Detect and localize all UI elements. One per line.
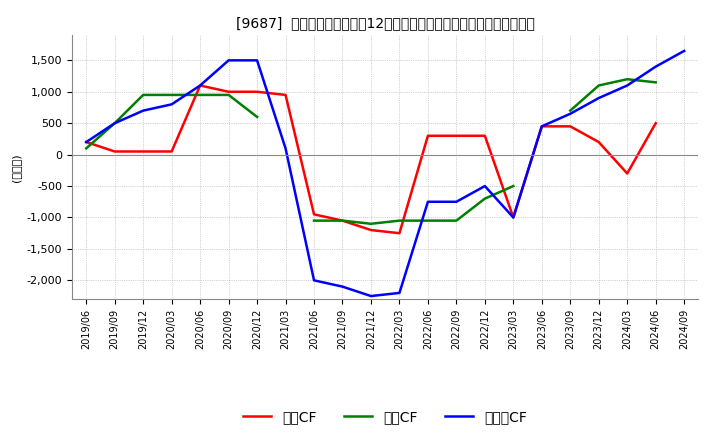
投資CF bbox=[595, 83, 603, 88]
フリーCF bbox=[110, 121, 119, 126]
投資CF bbox=[338, 218, 347, 223]
フリーCF bbox=[423, 199, 432, 205]
投資CF bbox=[253, 114, 261, 120]
フリーCF bbox=[253, 58, 261, 63]
投資CF bbox=[652, 80, 660, 85]
投資CF bbox=[167, 92, 176, 98]
フリーCF bbox=[680, 48, 688, 54]
営業CF bbox=[139, 149, 148, 154]
投資CF bbox=[623, 77, 631, 82]
投資CF bbox=[423, 218, 432, 223]
フリーCF bbox=[652, 64, 660, 69]
営業CF bbox=[537, 124, 546, 129]
投資CF bbox=[452, 218, 461, 223]
営業CF bbox=[595, 139, 603, 145]
営業CF bbox=[82, 139, 91, 145]
営業CF bbox=[366, 227, 375, 233]
フリーCF bbox=[480, 183, 489, 189]
フリーCF bbox=[225, 58, 233, 63]
Legend: 営業CF, 投資CF, フリーCF: 営業CF, 投資CF, フリーCF bbox=[238, 404, 533, 429]
投資CF bbox=[366, 221, 375, 227]
投資CF bbox=[566, 108, 575, 113]
Line: フリーCF: フリーCF bbox=[86, 51, 684, 296]
フリーCF bbox=[566, 111, 575, 117]
投資CF bbox=[82, 146, 91, 151]
Line: 投資CF: 投資CF bbox=[86, 79, 656, 224]
Title: [9687]  キャッシュフローの12か月移動合計の対前年同期増減額の推移: [9687] キャッシュフローの12か月移動合計の対前年同期増減額の推移 bbox=[235, 16, 535, 30]
フリーCF bbox=[82, 139, 91, 145]
フリーCF bbox=[338, 284, 347, 289]
営業CF bbox=[338, 218, 347, 223]
営業CF bbox=[480, 133, 489, 139]
投資CF bbox=[395, 218, 404, 223]
投資CF bbox=[196, 92, 204, 98]
フリーCF bbox=[366, 293, 375, 299]
投資CF bbox=[110, 121, 119, 126]
営業CF bbox=[196, 83, 204, 88]
営業CF bbox=[452, 133, 461, 139]
営業CF bbox=[652, 121, 660, 126]
営業CF bbox=[282, 92, 290, 98]
営業CF bbox=[566, 124, 575, 129]
投資CF bbox=[310, 218, 318, 223]
投資CF bbox=[480, 196, 489, 201]
フリーCF bbox=[537, 124, 546, 129]
営業CF bbox=[253, 89, 261, 95]
営業CF bbox=[110, 149, 119, 154]
フリーCF bbox=[452, 199, 461, 205]
フリーCF bbox=[395, 290, 404, 296]
営業CF bbox=[310, 212, 318, 217]
フリーCF bbox=[623, 83, 631, 88]
フリーCF bbox=[167, 102, 176, 107]
営業CF bbox=[423, 133, 432, 139]
投資CF bbox=[509, 183, 518, 189]
フリーCF bbox=[310, 278, 318, 283]
フリーCF bbox=[509, 215, 518, 220]
フリーCF bbox=[139, 108, 148, 113]
フリーCF bbox=[282, 146, 290, 151]
投資CF bbox=[139, 92, 148, 98]
営業CF bbox=[623, 171, 631, 176]
投資CF bbox=[225, 92, 233, 98]
Y-axis label: (百万円): (百万円) bbox=[11, 153, 21, 182]
フリーCF bbox=[595, 95, 603, 101]
フリーCF bbox=[196, 83, 204, 88]
営業CF bbox=[225, 89, 233, 95]
営業CF bbox=[395, 231, 404, 236]
営業CF bbox=[509, 215, 518, 220]
Line: 営業CF: 営業CF bbox=[86, 85, 656, 233]
営業CF bbox=[167, 149, 176, 154]
